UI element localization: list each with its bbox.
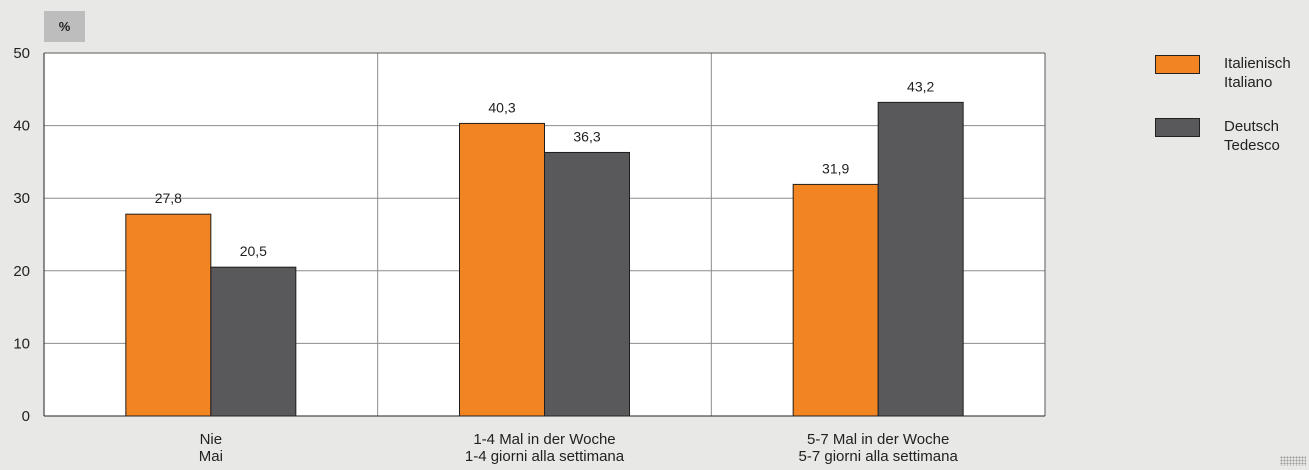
y-tick-label: 0 — [22, 408, 30, 425]
y-tick-label: 10 — [13, 335, 30, 352]
bar-series-1 — [459, 122, 545, 417]
bar-value-label: 40,3 — [488, 99, 515, 115]
bar-series-2 — [210, 266, 297, 417]
legend-label-series-2: Deutsch Tedesco — [1224, 118, 1280, 154]
x-tick-label: 1-4 giorni alla settimana — [465, 448, 625, 465]
unit-label: % — [44, 11, 85, 42]
x-tick-label: 5-7 giorni alla settimana — [799, 448, 959, 465]
legend-label-series-1: Italienisch Italiano — [1224, 55, 1291, 91]
bar-value-label: 27,8 — [155, 190, 182, 206]
bar-value-label: 43,2 — [907, 78, 934, 94]
x-tick-label: 5-7 Mal in der Woche — [807, 431, 949, 448]
x-tick-label: 1-4 Mal in der Woche — [473, 431, 615, 448]
bar-value-label: 20,5 — [240, 243, 267, 259]
y-tick-label: 20 — [13, 263, 30, 280]
bar-series-1 — [792, 183, 879, 417]
y-tick-label: 40 — [13, 118, 30, 135]
bar-value-label: 31,9 — [822, 160, 849, 176]
bar-series-2 — [877, 101, 964, 417]
legend-swatch-series-2 — [1155, 118, 1200, 137]
x-tick-label: Nie — [200, 431, 223, 448]
x-tick-label: Mai — [199, 448, 223, 465]
y-tick-label: 50 — [13, 45, 30, 62]
bar-series-1 — [125, 213, 212, 417]
decorative-dots — [1280, 456, 1306, 466]
bar-series-2 — [544, 151, 630, 417]
bar-value-label: 36,3 — [573, 128, 600, 144]
y-tick-label: 30 — [13, 190, 30, 207]
legend-swatch-series-1 — [1155, 55, 1200, 74]
